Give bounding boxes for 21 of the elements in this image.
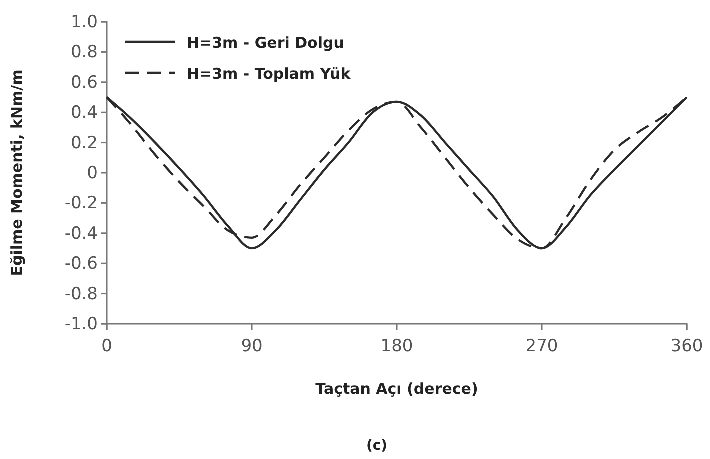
legend-label: H=3m - Toplam Yük [187, 65, 352, 83]
y-axis-title: Eğilme Momenti, kNm/m [8, 70, 26, 276]
y-tick-label: -0.2 [64, 194, 98, 214]
x-tick-label: 0 [102, 336, 112, 357]
x-tick-label: 90 [241, 336, 263, 357]
y-tick-label: 0.4 [70, 103, 98, 124]
y-tick-label: -0.4 [64, 224, 98, 244]
x-tick-label: 360 [670, 336, 704, 357]
y-tick-label: 1.0 [70, 12, 98, 32]
y-tick-label: 0 [87, 163, 98, 184]
x-tick-label: 180 [380, 336, 414, 357]
x-axis-title: Taçtan Açı (derece) [316, 380, 478, 398]
x-tick-label: 270 [526, 336, 558, 357]
y-tick-label: -0.6 [64, 254, 98, 274]
y-tick-label: -0.8 [64, 284, 98, 304]
y-tick-label: 0.8 [70, 42, 98, 63]
y-tick-label: 0.6 [70, 72, 98, 93]
y-tick-label: 0.2 [70, 133, 98, 154]
text: (c) [366, 438, 388, 454]
legend-label: H=3m - Geri Dolgu [187, 34, 344, 52]
y-tick-label: -1.0 [64, 314, 98, 334]
